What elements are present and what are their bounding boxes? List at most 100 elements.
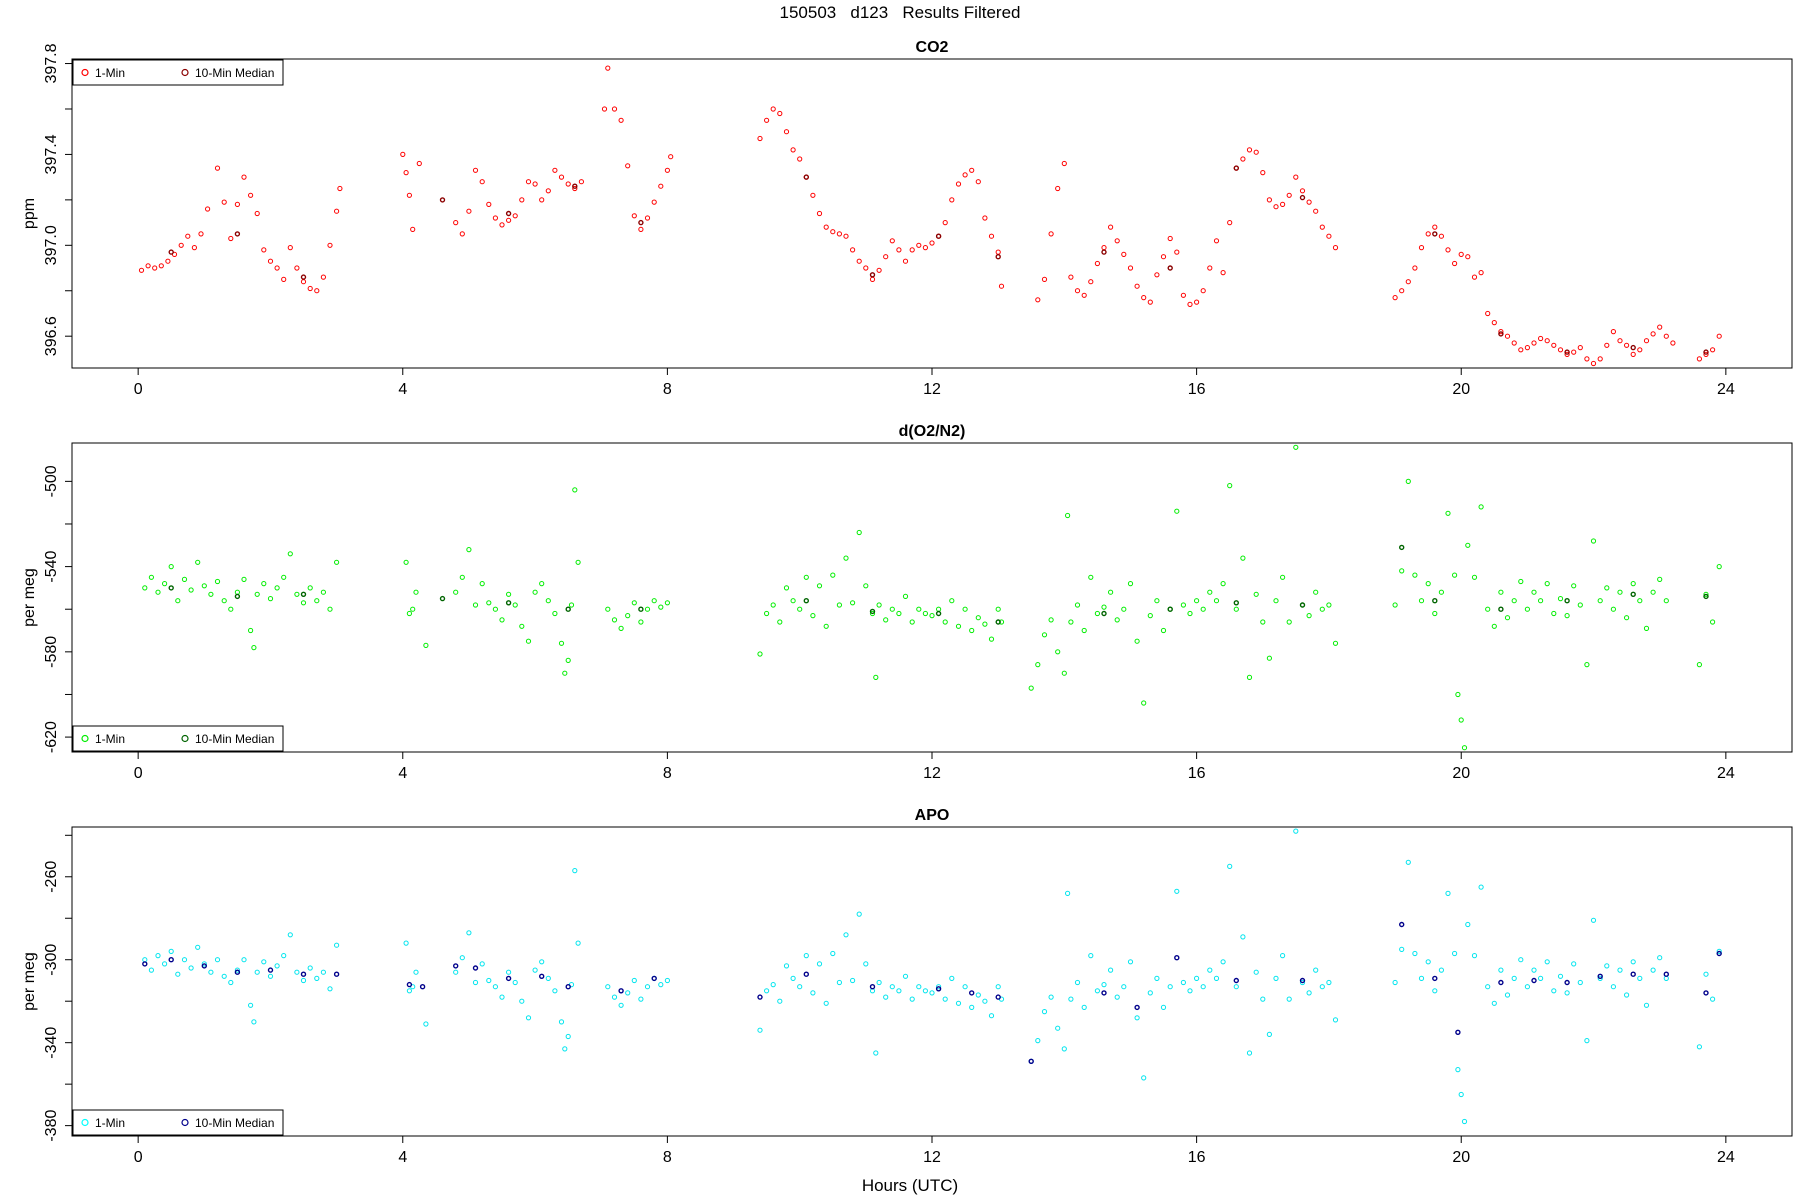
apo-data-point bbox=[1266, 1031, 1273, 1038]
co2-data-point bbox=[539, 197, 545, 203]
apo-data-point bbox=[935, 986, 942, 992]
co2-data-point bbox=[1485, 310, 1491, 317]
apo-data-point bbox=[1485, 984, 1491, 990]
co2-data-point bbox=[1200, 288, 1206, 294]
do2n2-data-point bbox=[539, 581, 545, 587]
do2n2-data-point bbox=[307, 585, 313, 591]
co2-data-point bbox=[1041, 276, 1048, 282]
apo-data-point bbox=[1597, 975, 1603, 982]
co2-data-point bbox=[1630, 351, 1636, 357]
co2-data-point bbox=[757, 135, 763, 142]
do2n2-data-point bbox=[287, 551, 293, 557]
apo-data-point bbox=[320, 969, 326, 975]
apo-data-point bbox=[512, 979, 518, 986]
do2n2-data-point bbox=[459, 574, 465, 580]
apo-data-point bbox=[406, 988, 412, 994]
apo-data-point bbox=[201, 963, 208, 969]
co2-data-point bbox=[1101, 249, 1107, 255]
apo-data-point bbox=[1141, 1075, 1147, 1081]
do2n2-data-point bbox=[1233, 606, 1239, 612]
do2n2-data-point bbox=[889, 606, 895, 612]
apo-data-point bbox=[525, 1015, 532, 1021]
apo-data-point bbox=[1418, 975, 1425, 982]
apo-data-point bbox=[334, 942, 340, 948]
apo-data-point bbox=[1147, 990, 1153, 996]
apo-data-point bbox=[1398, 921, 1405, 928]
do2n2-data-point bbox=[168, 564, 174, 570]
co2-data-point bbox=[294, 265, 300, 271]
apo-data-point bbox=[459, 955, 465, 961]
do2n2-data-point bbox=[552, 610, 558, 617]
do2n2-data-point bbox=[1180, 602, 1187, 608]
do2n2-data-point bbox=[1398, 544, 1405, 551]
apo-data-point bbox=[1461, 1118, 1468, 1125]
apo-data-point bbox=[181, 957, 188, 963]
do2n2-data-point bbox=[1055, 649, 1061, 655]
co2-data-point bbox=[1266, 197, 1273, 203]
do2n2-data-point bbox=[1703, 593, 1709, 600]
co2-data-point bbox=[138, 267, 145, 273]
do2n2-data-point bbox=[466, 547, 472, 553]
co2-data-point bbox=[254, 210, 260, 217]
co2-data-point bbox=[287, 245, 293, 251]
apo-data-point bbox=[572, 868, 578, 874]
do2n2-data-point bbox=[1511, 598, 1517, 604]
co2-data-point bbox=[1418, 245, 1425, 251]
do2n2-data-point bbox=[562, 670, 568, 676]
apo-data-point bbox=[1061, 1046, 1067, 1052]
apo-data-point bbox=[1167, 984, 1173, 990]
co2-data-point bbox=[988, 233, 995, 239]
do2n2-data-point bbox=[1478, 504, 1484, 510]
co2-data-point bbox=[1194, 299, 1200, 305]
do2n2-data-point bbox=[1643, 625, 1650, 632]
do2n2-data-point bbox=[1538, 598, 1544, 604]
apo-data-point bbox=[148, 967, 154, 973]
apo-data-point bbox=[539, 973, 545, 979]
do2n2-x-tick-label: 8 bbox=[663, 765, 672, 782]
co2-data-point bbox=[664, 167, 671, 173]
apo-data-point bbox=[955, 1000, 962, 1006]
do2n2-data-point bbox=[251, 645, 257, 651]
co2-data-point bbox=[1207, 265, 1213, 271]
do2n2-x-tick-label: 0 bbox=[134, 765, 143, 782]
do2n2-data-point bbox=[863, 583, 869, 589]
panel-co2: CO2 ppm 0 4 8 12 16 20 24 396.6 397.0 397.4 397.8 1-M… bbox=[21, 39, 1793, 398]
co2-data-point bbox=[439, 197, 446, 203]
do2n2-data-point bbox=[1551, 610, 1557, 617]
do2n2-data-point bbox=[1121, 606, 1127, 612]
co2-data-point bbox=[267, 258, 274, 264]
co2-data-point bbox=[1518, 347, 1524, 353]
apo-x-tick-label: 20 bbox=[1452, 1149, 1470, 1166]
apo-y-tick-label: -380 bbox=[43, 1110, 60, 1142]
apo-chart-title: APO bbox=[915, 807, 950, 824]
do2n2-y-axis-label: per meg bbox=[21, 568, 38, 627]
co2-data-point bbox=[1094, 260, 1101, 267]
co2-data-point bbox=[969, 167, 975, 173]
apo-data-point bbox=[241, 957, 247, 963]
co2-data-point bbox=[803, 174, 809, 180]
co2-data-point bbox=[572, 183, 578, 189]
do2n2-legend-marker bbox=[81, 734, 89, 743]
co2-data-point bbox=[1511, 340, 1517, 346]
co2-y-axis-label: ppm bbox=[21, 198, 38, 229]
do2n2-data-point bbox=[1604, 585, 1610, 591]
do2n2-data-point bbox=[572, 487, 578, 493]
apo-data-point bbox=[856, 911, 862, 917]
do2n2-data-point bbox=[1504, 615, 1511, 621]
apo-data-point bbox=[1657, 955, 1663, 961]
co2-data-point bbox=[902, 258, 909, 264]
do2n2-data-point bbox=[162, 581, 168, 587]
apo-data-point bbox=[969, 1004, 975, 1011]
do2n2-data-point bbox=[1590, 538, 1597, 544]
co2-data-point bbox=[1088, 279, 1094, 285]
do2n2-data-point bbox=[254, 591, 260, 597]
co2-data-point bbox=[1531, 340, 1537, 346]
do2n2-data-point bbox=[988, 636, 995, 642]
apo-data-point bbox=[1332, 1017, 1339, 1023]
co2-data-point bbox=[764, 117, 770, 123]
apo-data-point bbox=[969, 990, 975, 996]
apo-data-point bbox=[254, 969, 260, 975]
apo-data-point bbox=[1101, 982, 1107, 988]
do2n2-data-point bbox=[1194, 598, 1200, 604]
do2n2-data-point bbox=[327, 606, 333, 612]
